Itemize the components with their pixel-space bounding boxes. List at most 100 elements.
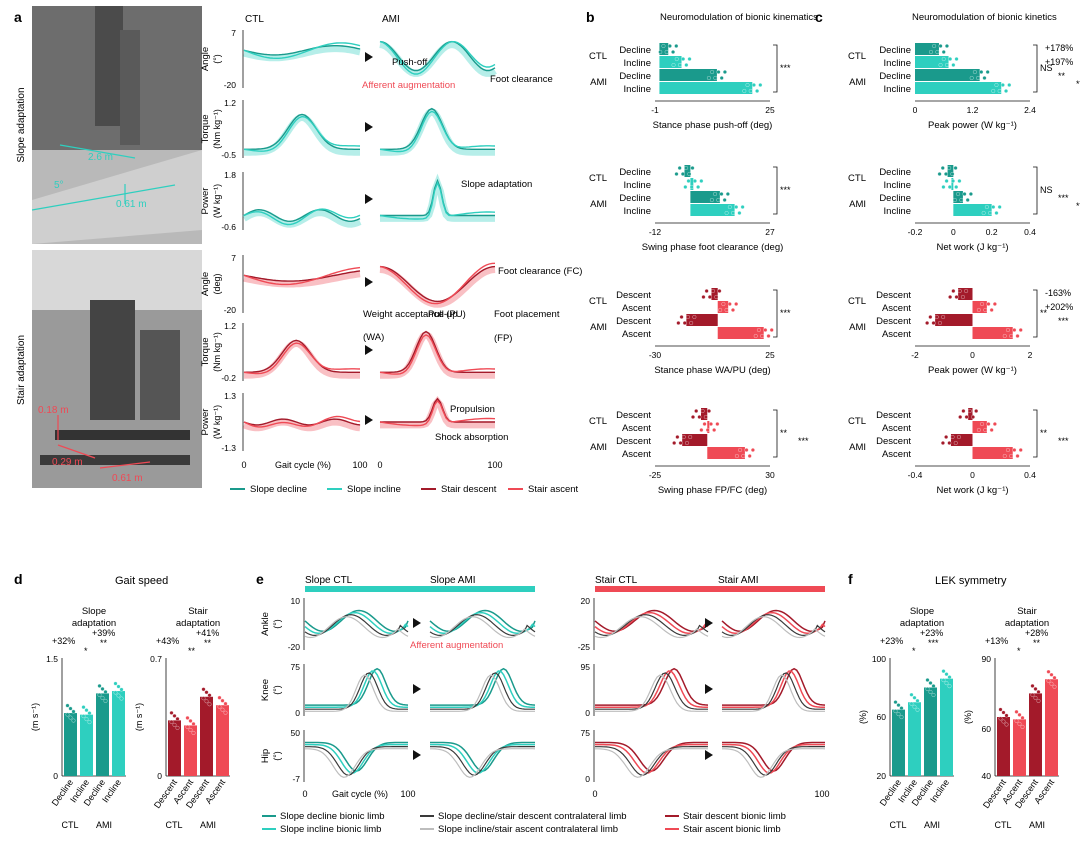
data-point — [962, 192, 967, 196]
sig-label-2: ** — [100, 638, 108, 648]
bar — [997, 717, 1010, 776]
data-point — [986, 422, 991, 426]
condition-label: Decline — [879, 167, 911, 178]
sig-label-1: * — [84, 646, 88, 656]
condition-label: Descent — [616, 290, 651, 301]
group-ami: AMI — [200, 820, 216, 830]
data-point — [938, 44, 943, 48]
condition-label: Decline — [879, 71, 911, 82]
a-row-label: Torque — [200, 114, 211, 143]
a-series-line-1 — [243, 418, 361, 426]
data-point — [984, 205, 989, 209]
data-point — [928, 681, 933, 685]
condition-label: Decline — [619, 45, 651, 56]
e-series-line — [304, 609, 409, 633]
y-axis-label: (%) — [963, 710, 973, 724]
bar — [972, 327, 1013, 339]
data-point — [893, 700, 898, 705]
percent-change-label: -163% — [1045, 288, 1071, 298]
data-point — [731, 308, 735, 312]
subplot-title: Slope — [910, 606, 934, 617]
header-stair-ami: Stair AMI — [718, 575, 759, 586]
bar — [200, 696, 213, 776]
data-point — [964, 415, 969, 419]
e-stair-bottom-tick: 0 — [585, 774, 590, 784]
data-point — [974, 409, 979, 413]
sig-bracket — [773, 409, 778, 458]
data-point — [1012, 328, 1017, 332]
data-point — [1014, 718, 1019, 723]
data-point — [113, 681, 118, 686]
data-point — [1001, 710, 1006, 715]
sig-bracket — [773, 44, 778, 93]
e-row-label: Knee — [260, 679, 271, 701]
bar — [711, 288, 718, 300]
group-label-ami: AMI — [849, 77, 866, 88]
annotation-propulsion: Propulsion — [450, 404, 495, 415]
condition-label: Decline — [879, 45, 911, 56]
data-point — [997, 205, 1002, 209]
group-label-ami: AMI — [849, 322, 866, 333]
significance-label: ** — [1040, 428, 1048, 438]
annotation-slope-adaptation: Slope adaptation — [461, 179, 532, 190]
data-point — [687, 172, 692, 176]
percent-label-1: +23% — [880, 636, 903, 646]
y-tick-bottom: 0 — [53, 771, 58, 781]
a-row-label: Angle — [200, 47, 211, 71]
bar — [64, 713, 77, 776]
e-series-line — [594, 616, 709, 639]
data-point — [982, 76, 987, 80]
data-point — [671, 63, 676, 67]
a-row-bottom-tick: -0.5 — [221, 150, 236, 160]
e-series-line — [722, 748, 826, 778]
bar — [947, 165, 954, 177]
a-series-line-2 — [243, 342, 361, 375]
e-series-line — [595, 667, 709, 706]
a-series-line-1 — [243, 45, 361, 56]
e-series-line — [721, 609, 826, 633]
data-point — [753, 334, 758, 338]
data-point — [686, 179, 691, 183]
a-series-line-1 — [244, 113, 360, 150]
a-series-line-2 — [243, 415, 361, 428]
data-point — [707, 295, 712, 299]
data-point — [972, 70, 977, 74]
data-point — [68, 706, 73, 711]
condition-label: Incline — [884, 58, 911, 69]
data-point — [220, 698, 225, 703]
annotation-foot-clearance-fc: Foot clearance (FC) — [498, 266, 582, 277]
e-stair-top-tick: 75 — [581, 728, 591, 738]
annotation-shock-absorption: Shock absorption — [435, 432, 508, 443]
data-point — [748, 89, 753, 93]
sig-label-2: ** — [204, 638, 212, 648]
panel-letter-a: a — [14, 9, 22, 25]
x-tick-label: 2.4 — [1024, 105, 1036, 115]
slope-header-bar — [305, 586, 535, 592]
data-point — [1018, 328, 1023, 332]
group-ctl: CTL — [165, 820, 182, 830]
data-point — [940, 166, 945, 170]
data-point — [1030, 683, 1035, 688]
data-point — [694, 409, 699, 413]
col-title-ctl: CTL — [245, 14, 264, 25]
legend-e-5: Stair ascent bionic limb — [683, 824, 781, 835]
data-point — [961, 409, 966, 413]
e-series-line — [429, 609, 536, 633]
data-point — [941, 669, 946, 674]
e-series-line — [722, 674, 825, 712]
x-tick-label: -12 — [649, 227, 662, 237]
data-point — [705, 428, 710, 432]
x-tick-label: 0.4 — [1024, 470, 1036, 480]
data-point — [989, 428, 994, 432]
data-point — [658, 50, 663, 54]
legend-slope-decline: Slope decline — [250, 484, 307, 495]
legend-e-3: Slope incline/stair ascent contralateral… — [438, 824, 618, 835]
sig-bracket — [773, 166, 778, 215]
data-point — [740, 205, 745, 209]
data-point — [719, 76, 724, 80]
data-point — [676, 321, 681, 325]
x-tick-label: 0.2 — [986, 227, 998, 237]
data-point — [909, 701, 914, 706]
data-point — [1020, 715, 1025, 720]
data-point — [751, 83, 756, 87]
